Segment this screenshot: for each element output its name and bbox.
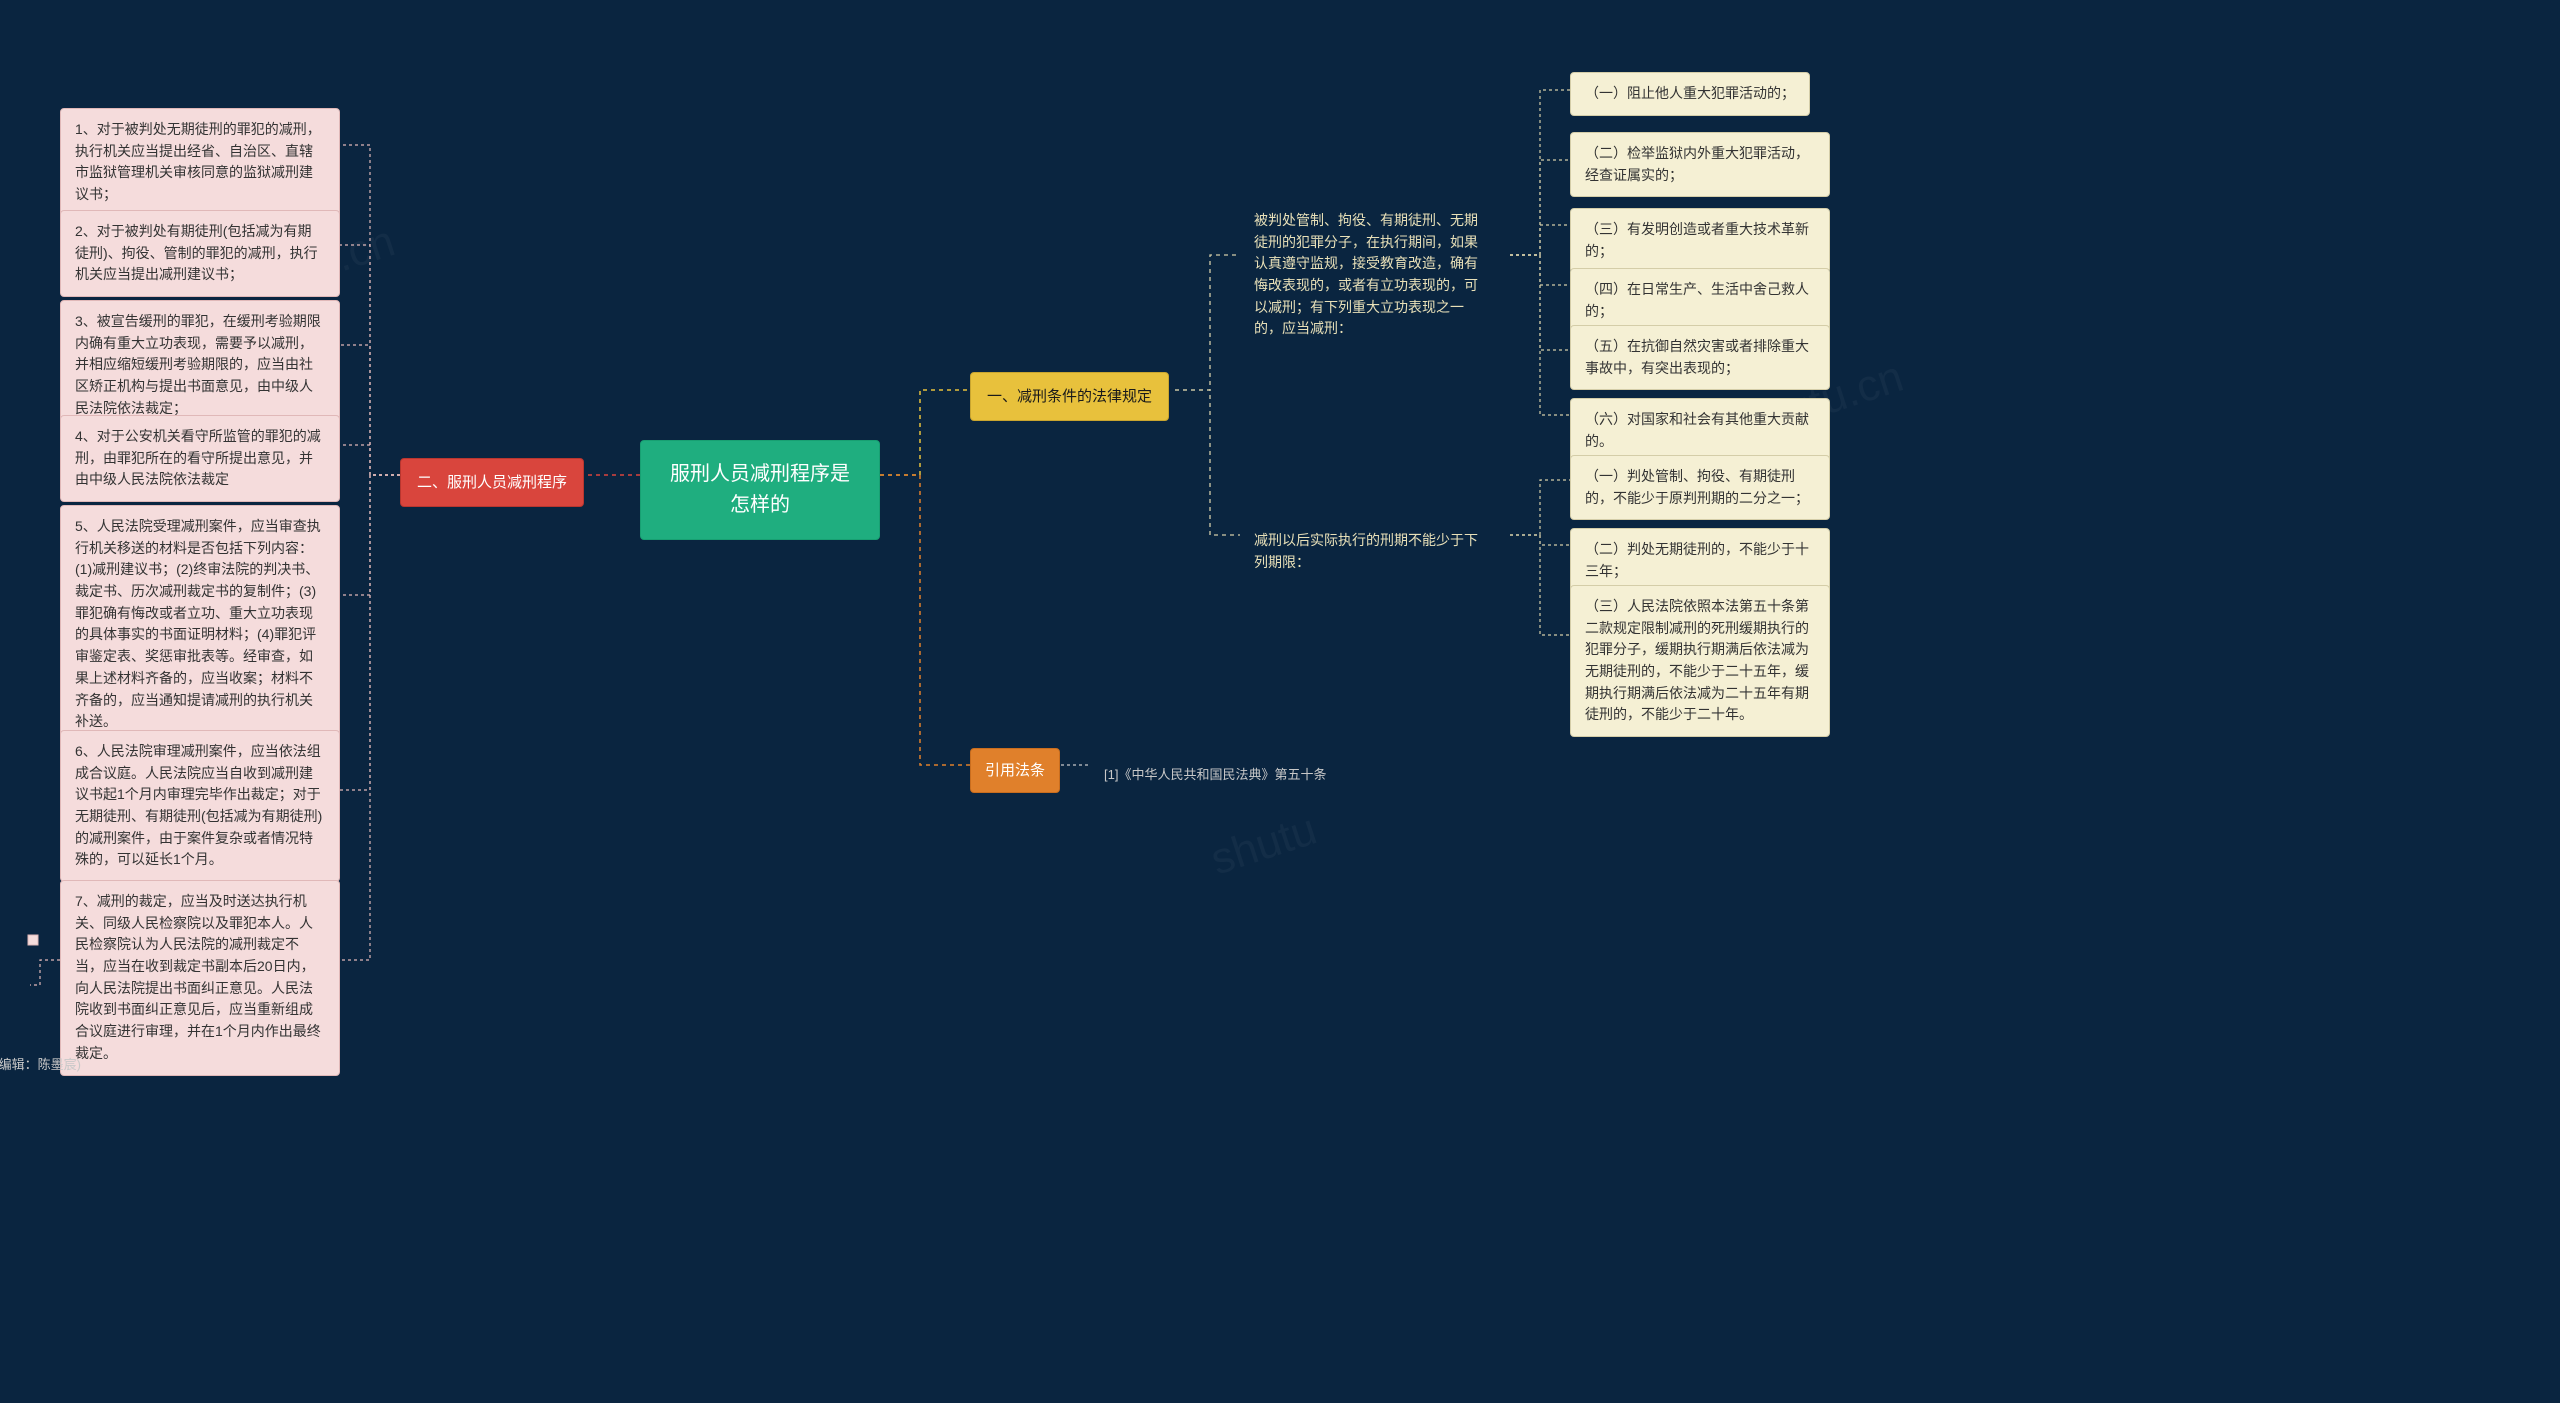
leaf-item: （二）检举监狱内外重大犯罪活动，经查证属实的；: [1570, 132, 1830, 197]
leaf-item: 2、对于被判处有期徒刑(包括减为有期徒刑)、拘役、管制的罪犯的减刑，执行机关应当…: [60, 210, 340, 297]
leaf-item: （四）在日常生产、生活中舍己救人的；: [1570, 268, 1830, 333]
root-node: 服刑人员减刑程序是怎样的: [640, 440, 880, 540]
branch-conditions: 一、减刑条件的法律规定: [970, 372, 1169, 421]
citation-text: [1]《中华人民共和国民法典》第五十条: [1090, 755, 1340, 795]
sub-commutation-conditions: 被判处管制、拘役、有期徒刑、无期徒刑的犯罪分子，在执行期间，如果认真遵守监规，接…: [1240, 200, 1500, 350]
leaf-item: （六）对国家和社会有其他重大贡献的。: [1570, 398, 1830, 463]
leaf-item: （一）判处管制、拘役、有期徒刑的，不能少于原判刑期的二分之一；: [1570, 455, 1830, 520]
leaf-item: 7、减刑的裁定，应当及时送达执行机关、同级人民检察院以及罪犯本人。人民检察院认为…: [60, 880, 340, 1076]
branch-procedure: 二、服刑人员减刑程序: [400, 458, 584, 507]
leaf-item: （五）在抗御自然灾害或者排除重大事故中，有突出表现的；: [1570, 325, 1830, 390]
leaf-item: 3、被宣告缓刑的罪犯，在缓刑考验期限内确有重大立功表现，需要予以减刑，并相应缩短…: [60, 300, 340, 430]
leaf-item: 5、人民法院受理减刑案件，应当审查执行机关移送的材料是否包括下列内容：(1)减刑…: [60, 505, 340, 744]
leaf-item: （三）人民法院依照本法第五十条第二款规定限制减刑的死刑缓期执行的犯罪分子，缓期执…: [1570, 585, 1830, 737]
leaf-item: 6、人民法院审理减刑案件，应当依法组成合议庭。人民法院应当自收到减刑建议书起1个…: [60, 730, 340, 882]
leaf-item: 1、对于被判处无期徒刑的罪犯的减刑，执行机关应当提出经省、自治区、直辖市监狱管理…: [60, 108, 340, 217]
leaf-item: （三）有发明创造或者重大技术革新的；: [1570, 208, 1830, 273]
leaf-item: 4、对于公安机关看守所监管的罪犯的减刑，由罪犯所在的看守所提出意见，并由中级人民…: [60, 415, 340, 502]
sub-minimum-term: 减刑以后实际执行的刑期不能少于下列期限：: [1240, 520, 1500, 583]
editor-credit: (责任编辑：陈墨宸): [0, 1045, 95, 1085]
leaf-item: （二）判处无期徒刑的，不能少于十三年；: [1570, 528, 1830, 593]
watermark: shutu: [1205, 805, 1323, 886]
branch-citation: 引用法条: [970, 748, 1060, 793]
leaf-item: （一）阻止他人重大犯罪活动的；: [1570, 72, 1810, 116]
